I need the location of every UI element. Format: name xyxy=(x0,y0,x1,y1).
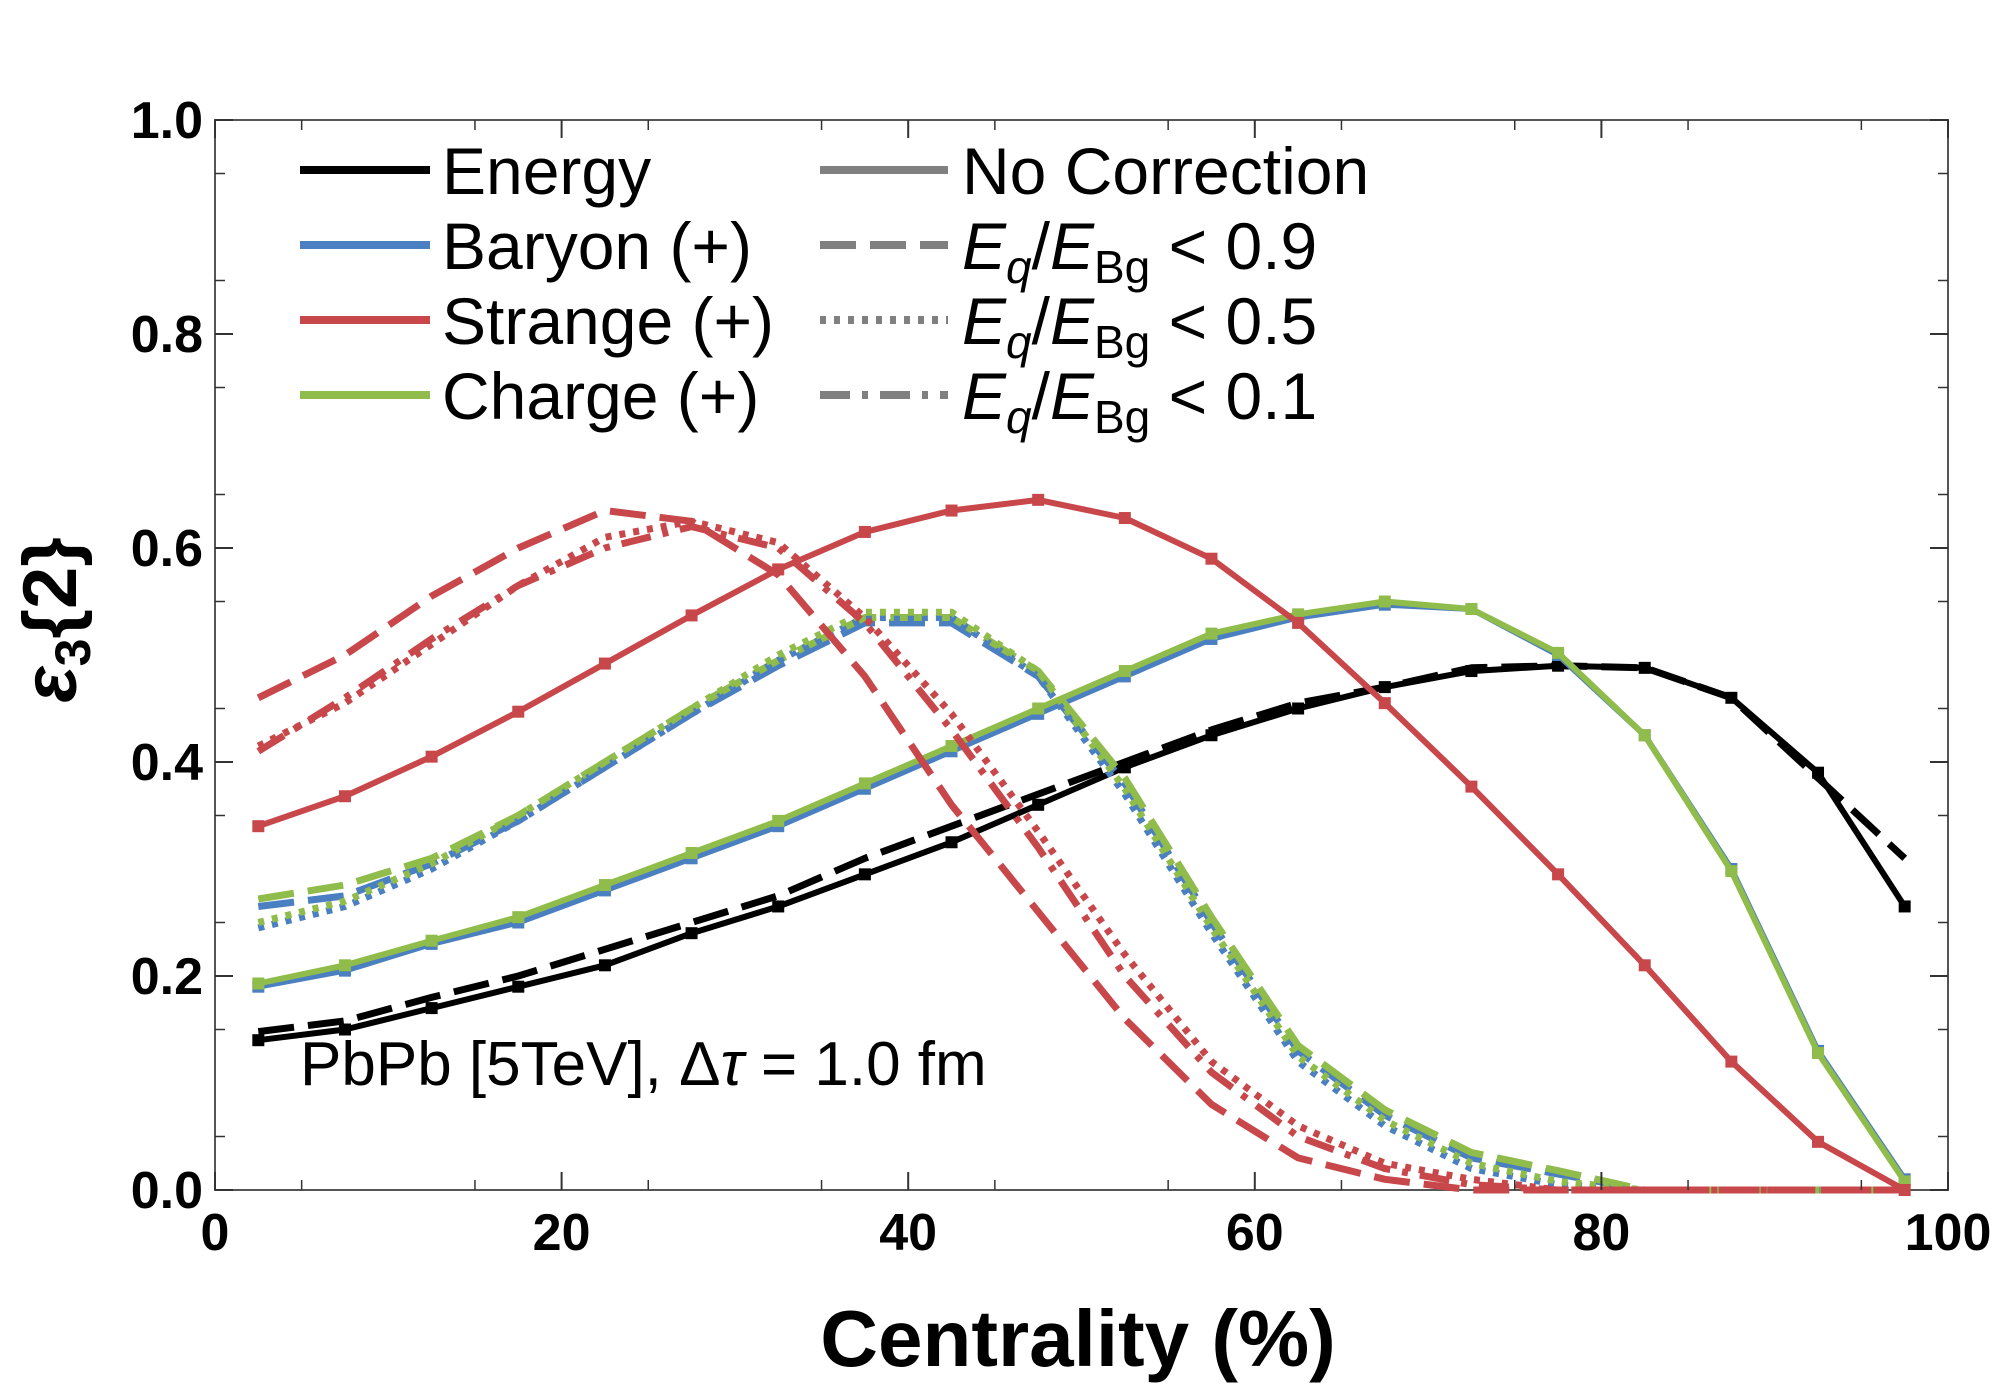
data-point xyxy=(338,1023,351,1036)
y-tick-label: 0.8 xyxy=(131,306,203,364)
data-point xyxy=(1638,661,1651,674)
data-point xyxy=(1898,900,1911,913)
legend-label-quantity: Strange (+) xyxy=(442,284,774,358)
plot-area xyxy=(214,119,1949,1191)
legend-label-quantity: Baryon (+) xyxy=(442,209,752,283)
y-tick-label: 0.0 xyxy=(131,1162,203,1220)
data-point xyxy=(1725,865,1738,878)
series-line-baryon-dashed xyxy=(257,619,1905,1194)
annotation-rest: = 1.0 fm xyxy=(744,1030,987,1099)
data-point xyxy=(425,934,438,947)
y-axis-symbol: ε xyxy=(8,665,93,703)
data-point xyxy=(598,879,611,892)
x-axis-title: Centrality (%) xyxy=(820,1294,1336,1383)
series-line-charge-dotted xyxy=(257,608,1905,1194)
data-point xyxy=(1812,766,1825,779)
annotation-main: PbPb [5TeV], Δ xyxy=(300,1030,721,1099)
y-axis-title: ε3{2} xyxy=(8,537,101,703)
data-point xyxy=(512,705,525,718)
data-point xyxy=(1118,512,1131,525)
data-point xyxy=(252,977,265,990)
data-point xyxy=(1205,627,1218,640)
x-tick-label: 80 xyxy=(1572,1204,1630,1262)
data-point xyxy=(1552,646,1565,659)
data-point xyxy=(685,846,698,859)
data-point xyxy=(1465,602,1478,615)
axes: 0 20 40 60 80 100 0.0 0.2 0.4 0.6 0.8 1.0 xyxy=(131,92,1992,1262)
x-tick-label: 20 xyxy=(533,1204,591,1262)
series-line-strange-solid xyxy=(257,496,1907,1193)
data-point xyxy=(338,959,351,972)
data-point xyxy=(425,1002,438,1015)
series-line-energy-dashed xyxy=(257,662,1908,1036)
data-point xyxy=(1032,702,1045,715)
series-line-charge-dashed xyxy=(257,614,1905,1194)
data-point xyxy=(1205,552,1218,565)
data-point xyxy=(1812,1047,1825,1060)
data-point xyxy=(945,739,958,752)
y-tick-label: 0.4 xyxy=(131,734,203,792)
x-tick-label: 100 xyxy=(1905,1204,1992,1262)
series-group xyxy=(252,493,1911,1196)
data-point xyxy=(945,504,958,517)
data-point xyxy=(858,868,871,881)
data-point xyxy=(685,609,698,622)
data-point xyxy=(338,790,351,803)
x-tick-label: 40 xyxy=(879,1204,937,1262)
legend-label-cut: No Correction xyxy=(962,134,1369,208)
data-point xyxy=(1378,595,1391,608)
data-point xyxy=(1292,616,1305,629)
data-point xyxy=(512,911,525,924)
y-tick-label: 0.6 xyxy=(131,520,203,578)
series-line-charge-solid xyxy=(257,598,1908,1184)
annotation-tau: τ xyxy=(721,1030,748,1099)
y-axis-subscript: 3 xyxy=(45,639,101,667)
data-point xyxy=(685,927,698,940)
data-point xyxy=(858,525,871,538)
data-point xyxy=(1032,493,1045,506)
data-point xyxy=(1292,702,1305,715)
y-tick-label: 1.0 xyxy=(131,92,203,150)
data-point xyxy=(598,959,611,972)
data-point xyxy=(1552,868,1565,881)
data-point xyxy=(945,836,958,849)
legend-label-cut: Eq/EBg < 0.5 xyxy=(962,284,1317,368)
legend-label-cut: Eq/EBg < 0.1 xyxy=(962,359,1317,443)
data-point xyxy=(1638,959,1651,972)
legend-label-quantity: Energy xyxy=(442,134,651,208)
data-point xyxy=(1725,1055,1738,1068)
data-point xyxy=(1032,798,1045,811)
data-point xyxy=(1378,697,1391,710)
plot-frame xyxy=(214,119,1949,1191)
series-line-baryon-dotted xyxy=(257,614,1905,1194)
series-line-strange-dashdot xyxy=(256,523,1905,1194)
data-point xyxy=(598,657,611,670)
x-tick-label: 0 xyxy=(201,1204,230,1262)
annotation: PbPb [5TeV], Δτ = 1.0 fm xyxy=(300,1030,987,1099)
data-point xyxy=(1812,1135,1825,1148)
x-tick-label: 60 xyxy=(1226,1204,1284,1262)
legend-label-cut: Eq/EBg < 0.9 xyxy=(962,209,1317,293)
data-point xyxy=(252,820,265,833)
data-point xyxy=(772,814,785,827)
data-point xyxy=(1118,665,1131,678)
y-tick-label: 0.2 xyxy=(131,948,203,1006)
data-point xyxy=(772,900,785,913)
data-point xyxy=(1638,729,1651,742)
data-point xyxy=(425,750,438,763)
data-point xyxy=(1465,780,1478,793)
data-point xyxy=(252,1034,265,1047)
y-axis-rest: {2} xyxy=(8,537,93,638)
data-point xyxy=(858,777,871,790)
data-point xyxy=(512,980,525,993)
legend-label-quantity: Charge (+) xyxy=(442,359,759,433)
